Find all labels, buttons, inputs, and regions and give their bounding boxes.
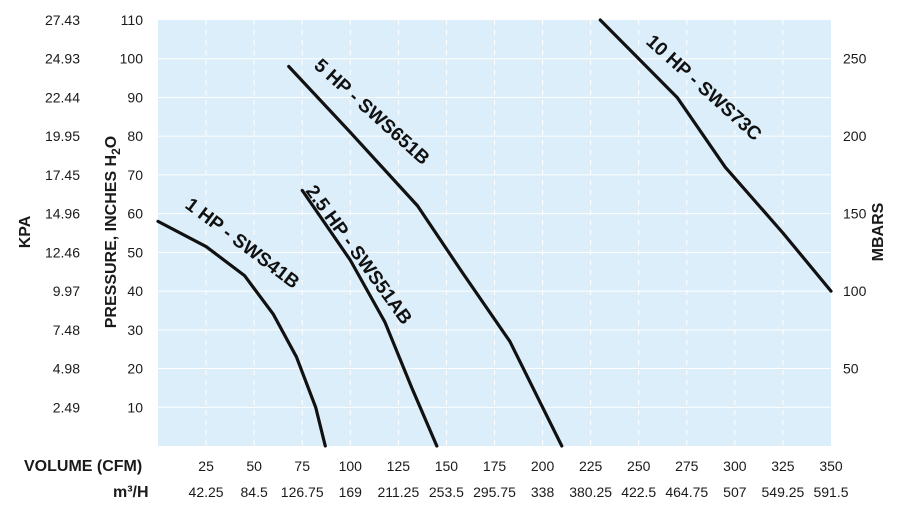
mbar-tick-label: 50 xyxy=(843,361,859,377)
kpa-tick-label: 12.46 xyxy=(45,244,80,260)
kpa-tick-label: 19.95 xyxy=(45,128,80,144)
curve-line xyxy=(156,219,327,448)
y-tick-label: 20 xyxy=(127,361,143,377)
m3h-axis-title: m³/H xyxy=(113,484,149,501)
x-tick-label-m3h: 126.75 xyxy=(281,484,324,500)
pressure-axis-title-tail: O xyxy=(103,136,120,148)
y-tick-label: 90 xyxy=(127,89,143,105)
x-tick-label-m3h: 338 xyxy=(531,484,555,500)
x-tick-label: 25 xyxy=(198,458,214,474)
curve-line xyxy=(598,18,833,293)
curve-line xyxy=(300,188,439,448)
y-tick-label: 30 xyxy=(127,322,143,338)
mbars-axis-title: MBARS xyxy=(870,202,887,261)
y-tick-label: 100 xyxy=(120,51,144,67)
x-tick-label: 150 xyxy=(435,458,459,474)
y-tick-label: 50 xyxy=(127,244,143,260)
y-tick-label: 10 xyxy=(127,399,143,415)
volume-axis-title: VOLUME (CFM) xyxy=(24,458,142,475)
pressure-axis-title: PRESSURE, INCHES H2O xyxy=(103,136,123,329)
x-tick-label-m3h: 380.25 xyxy=(569,484,612,500)
x-tick-label-m3h: 84.5 xyxy=(241,484,268,500)
y-tick-label: 70 xyxy=(127,167,143,183)
kpa-tick-label: 9.97 xyxy=(53,283,80,299)
x-tick-label: 100 xyxy=(339,458,363,474)
x-tick-label-m3h: 549.25 xyxy=(762,484,805,500)
x-tick-label: 275 xyxy=(675,458,699,474)
x-tick-label: 250 xyxy=(627,458,651,474)
x-tick-label: 350 xyxy=(819,458,843,474)
kpa-tick-label: 2.49 xyxy=(53,399,80,415)
x-tick-label-m3h: 464.75 xyxy=(665,484,708,500)
y-tick-label: 60 xyxy=(127,206,143,222)
x-tick-label: 75 xyxy=(294,458,310,474)
x-tick-label: 175 xyxy=(483,458,507,474)
y-tick-label: 80 xyxy=(127,128,143,144)
x-tick-label-m3h: 169 xyxy=(339,484,363,500)
grid-lines xyxy=(158,20,831,446)
kpa-tick-label: 4.98 xyxy=(53,361,80,377)
kpa-tick-label: 27.43 xyxy=(45,12,80,28)
x-tick-label: 325 xyxy=(771,458,795,474)
mbar-tick-label: 200 xyxy=(843,128,867,144)
kpa-axis-title: KPA xyxy=(17,215,34,248)
pressure-axis-title-main: PRESSURE, INCHES H xyxy=(103,155,120,328)
pressure-axis-title-subscript: 2 xyxy=(109,148,123,155)
y-tick-label: 110 xyxy=(121,12,144,28)
x-tick-label-m3h: 211.25 xyxy=(377,484,419,500)
tick-labels: 10 20 30 40 50 60 70 80 90 100 110 2.49 4.98 7.48 9.97… xyxy=(45,12,867,500)
x-tick-label: 125 xyxy=(387,458,411,474)
x-tick-label: 200 xyxy=(531,458,555,474)
kpa-tick-label: 14.96 xyxy=(45,206,80,222)
x-tick-label: 225 xyxy=(579,458,603,474)
kpa-tick-label: 17.45 xyxy=(45,167,80,183)
x-tick-label-m3h: 422.5 xyxy=(621,484,656,500)
x-tick-label-m3h: 507 xyxy=(723,484,747,500)
x-tick-label: 300 xyxy=(723,458,747,474)
mbar-tick-label: 100 xyxy=(843,283,867,299)
kpa-tick-label: 22.44 xyxy=(45,89,80,105)
x-tick-label-m3h: 295.75 xyxy=(473,484,516,500)
x-tick-label-m3h: 42.25 xyxy=(189,484,224,500)
mbar-tick-label: 250 xyxy=(843,51,867,67)
x-tick-label-m3h: 253.5 xyxy=(429,484,464,500)
y-tick-label: 40 xyxy=(127,283,143,299)
x-tick-label: 50 xyxy=(246,458,262,474)
kpa-tick-label: 24.93 xyxy=(45,51,80,67)
mbar-tick-label: 150 xyxy=(843,206,867,222)
kpa-tick-label: 7.48 xyxy=(53,322,80,338)
x-tick-label-m3h: 591.5 xyxy=(813,484,848,500)
curve-line xyxy=(287,64,564,448)
